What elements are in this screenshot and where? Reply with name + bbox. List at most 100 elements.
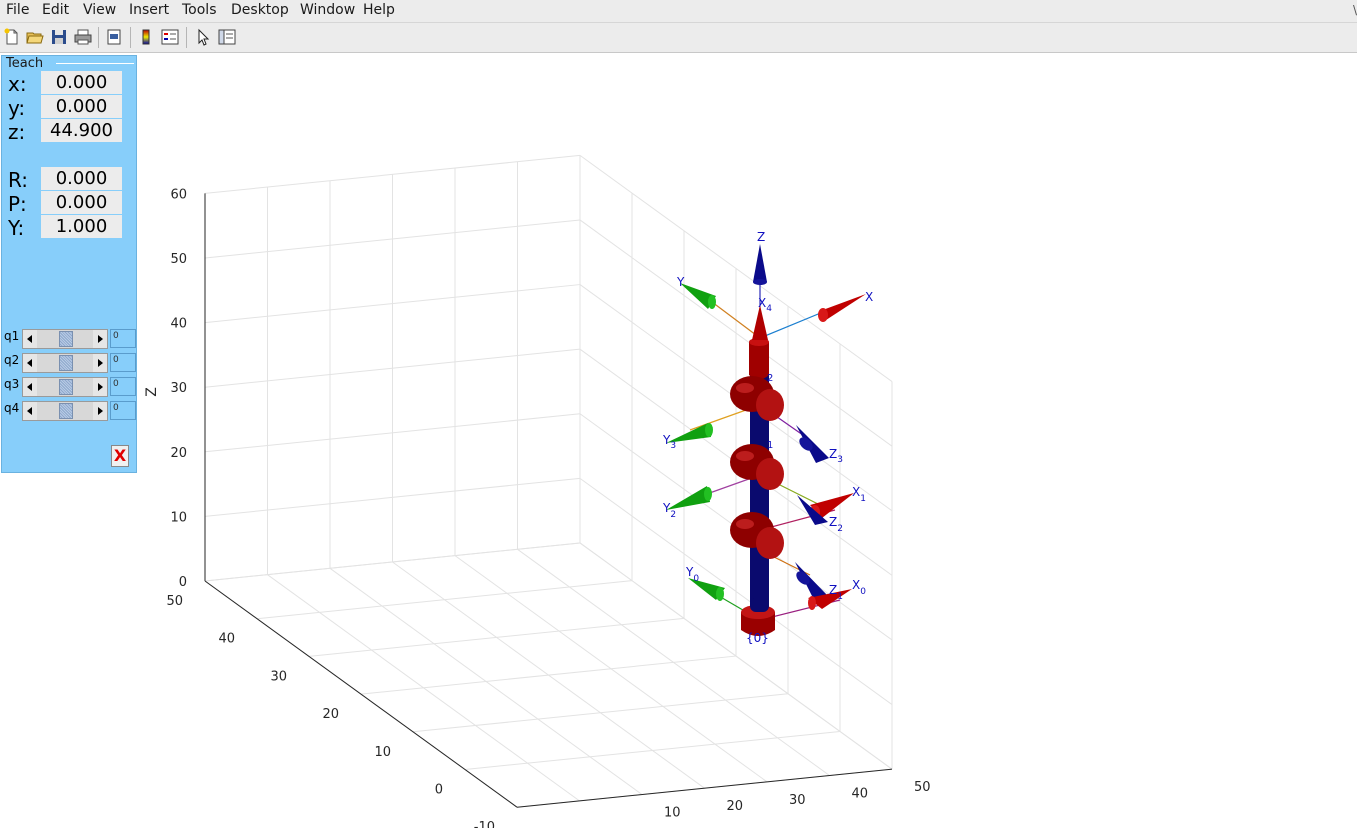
robot-model[interactable]: Z X Y X4 2 1 Y3 Z3 Y2 X1 Z2 Y0 X0 Z1 {0} [662, 230, 873, 645]
print-icon[interactable] [74, 28, 92, 46]
y-tick-label: 0 [435, 783, 443, 798]
grid-line [308, 617, 685, 657]
grid-line [204, 477, 581, 517]
print-preview-icon[interactable] [105, 28, 123, 46]
frame2-z-arrow [797, 495, 828, 525]
right-arrow-icon [98, 407, 103, 415]
right-arrow-icon [98, 335, 103, 343]
joint-2-label: 2 [767, 373, 773, 384]
menu-view[interactable]: View [83, 2, 117, 18]
q3-slider-left-arrow[interactable] [23, 378, 37, 396]
new-file-icon[interactable] [3, 28, 21, 46]
x-tick-label: 20 [727, 799, 744, 814]
q3-slider-thumb[interactable] [59, 379, 73, 395]
grid-line [579, 542, 893, 770]
pointer-icon[interactable] [194, 28, 212, 46]
y-tick-label: 40 [218, 632, 235, 647]
q2-slider-right-arrow[interactable] [93, 354, 107, 372]
frame1-z-arrow [795, 562, 828, 600]
x-tick-label: 10 [664, 806, 681, 821]
y-axis-line [204, 580, 518, 808]
menu-edit[interactable]: Edit [42, 2, 70, 18]
roll-label: R: [8, 168, 29, 192]
menu-window[interactable]: Window [300, 2, 356, 18]
q3-slider[interactable] [22, 377, 108, 397]
frame3-y-arrow [666, 423, 711, 443]
joint-1 [730, 512, 784, 559]
y-label: y: [8, 96, 26, 120]
legend-icon[interactable] [161, 28, 179, 46]
y-tick-label: -10 [474, 820, 495, 828]
x-value: 0.000 [41, 71, 122, 94]
save-icon[interactable] [50, 28, 68, 46]
toolbar-separator [186, 27, 187, 48]
z-tick-label: 60 [170, 187, 187, 202]
property-editor-icon[interactable] [218, 28, 236, 46]
y-tick-label: 10 [374, 745, 391, 760]
x-label: x: [8, 72, 27, 96]
menu-tools[interactable]: Tools [182, 2, 217, 18]
y-value: 0.000 [41, 95, 122, 118]
frame2-y-arrow [666, 486, 710, 510]
quit-button[interactable]: X [111, 445, 129, 467]
grid-line [204, 348, 581, 388]
colorbar-icon[interactable] [137, 28, 155, 46]
base-frame-label: {0} [746, 631, 769, 645]
q4-slider-left-arrow[interactable] [23, 402, 37, 420]
grid-line [204, 219, 581, 259]
teach-panel-title: Teach [6, 56, 44, 71]
q3-value[interactable]: 0 [110, 377, 136, 396]
grid-line [464, 730, 841, 770]
axes-grid [204, 154, 893, 808]
z-axis-label: Z [144, 387, 160, 397]
q2-value[interactable]: 0 [110, 353, 136, 372]
x-tick-label: 30 [789, 793, 806, 808]
menu-insert[interactable]: Insert [129, 2, 170, 18]
q4-slider[interactable] [22, 401, 108, 421]
world-z-label: Z [757, 230, 765, 244]
q1-label: q1 [4, 329, 20, 343]
z-tick-label: 40 [170, 317, 187, 332]
x-tick-label: 50 [914, 780, 931, 795]
dock-icon[interactable]: \ [1352, 3, 1357, 17]
z-tick-label: 20 [170, 446, 187, 461]
q2-slider-left-arrow[interactable] [23, 354, 37, 372]
toolbar-separator [130, 27, 131, 48]
z-tick-label: 30 [170, 381, 187, 396]
frame3-z-label: Z3 [829, 447, 843, 465]
q3-slider-right-arrow[interactable] [93, 378, 107, 396]
world-y-label: Y [676, 275, 685, 289]
q1-slider-right-arrow[interactable] [93, 330, 107, 348]
menu-desktop[interactable]: Desktop [231, 2, 289, 18]
menu-help[interactable]: Help [363, 2, 395, 18]
grid-line [204, 542, 581, 582]
q3-label: q3 [4, 377, 20, 391]
joint-2 [730, 444, 784, 490]
menu-file[interactable]: File [6, 2, 30, 18]
q1-value[interactable]: 0 [110, 329, 136, 348]
q4-value[interactable]: 0 [110, 401, 136, 420]
right-arrow-icon [98, 359, 103, 367]
frame1-x-arrow [810, 493, 854, 518]
menu-bar: File Edit View Insert Tools Desktop Wind… [0, 0, 1357, 23]
q4-slider-thumb[interactable] [59, 403, 73, 419]
z-tick-label: 10 [170, 510, 187, 525]
open-folder-icon[interactable] [26, 28, 44, 46]
q2-slider[interactable] [22, 353, 108, 373]
tool-x-arrow [752, 305, 768, 340]
toolbar-separator [98, 27, 99, 48]
frame0-y-arrow [688, 578, 725, 600]
q1-slider-left-arrow[interactable] [23, 330, 37, 348]
right-arrow-icon [98, 383, 103, 391]
left-arrow-icon [27, 335, 32, 343]
q1-slider[interactable] [22, 329, 108, 349]
joint-3 [730, 376, 784, 421]
roll-value: 0.000 [41, 167, 122, 190]
y-tick-label: 30 [270, 669, 287, 684]
q1-slider-thumb[interactable] [59, 331, 73, 347]
grid-line [204, 154, 581, 194]
grid-line [412, 693, 789, 733]
q2-slider-thumb[interactable] [59, 355, 73, 371]
q4-slider-right-arrow[interactable] [93, 402, 107, 420]
